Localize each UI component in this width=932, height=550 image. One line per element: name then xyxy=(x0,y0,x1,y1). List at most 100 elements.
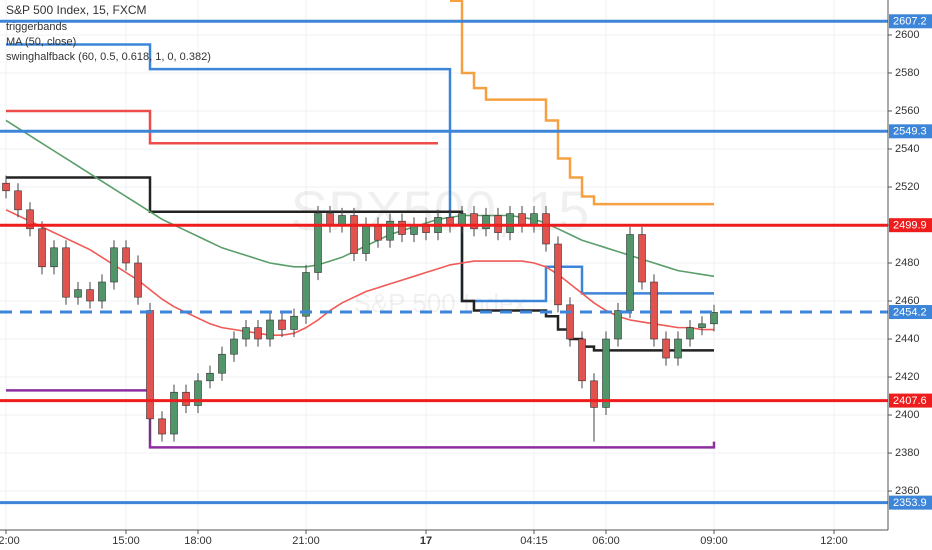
candle-body xyxy=(662,338,670,359)
candle-body xyxy=(242,327,250,340)
x-tick-label: 12:00 xyxy=(0,535,20,547)
candle-body xyxy=(686,327,694,340)
x-tick-label: 18:00 xyxy=(184,535,212,547)
price-label-box xyxy=(889,218,932,233)
candle-body xyxy=(614,310,622,340)
candle-body xyxy=(530,213,538,226)
x-tick-label: 17 xyxy=(420,535,432,547)
axis-labels: 2360238024002420244024602480250025202540… xyxy=(0,14,932,547)
candle-body xyxy=(590,380,598,408)
indicator-line xyxy=(6,43,714,303)
legend-item: MA (50, close) xyxy=(6,36,76,48)
price-label: 2353.9 xyxy=(893,497,927,509)
candle-body xyxy=(2,182,10,192)
candle-body xyxy=(674,338,682,359)
candle-body xyxy=(542,213,550,245)
x-tick-label: 04:15 xyxy=(520,535,548,547)
price-label-box xyxy=(889,14,932,29)
candle-body xyxy=(710,312,718,325)
y-tick-label: 2420 xyxy=(895,371,919,383)
candle-body xyxy=(170,391,178,435)
candle-body xyxy=(74,289,82,298)
y-tick-label: 2580 xyxy=(895,67,919,79)
candle-body xyxy=(290,315,298,330)
x-tick-label: 21:00 xyxy=(292,535,320,547)
indicator-line xyxy=(6,109,438,145)
price-label-box xyxy=(889,393,932,408)
candle-body xyxy=(122,247,130,264)
candle-body xyxy=(194,380,202,406)
candle-body xyxy=(578,338,586,382)
candle-body xyxy=(518,213,526,226)
candle-body xyxy=(38,228,46,268)
plot xyxy=(0,0,888,505)
candle-body xyxy=(650,281,658,340)
candle-body xyxy=(554,243,562,306)
price-label: 2454.2 xyxy=(893,306,927,318)
legend-item: triggerbands xyxy=(6,21,68,33)
price-label: 2549.3 xyxy=(893,126,927,138)
candle-body xyxy=(98,281,106,302)
candle-body xyxy=(326,213,334,226)
candle-body xyxy=(350,215,358,254)
candle-body xyxy=(398,220,406,235)
candle-body xyxy=(458,213,466,226)
candle-body xyxy=(146,310,154,420)
candle-body xyxy=(86,289,94,302)
legend-item: swinghalfback (60, 0.5, 0.618, 1, 0, 0.3… xyxy=(6,51,211,63)
x-tick-label: 06:00 xyxy=(592,535,620,547)
x-tick-label: 12:00 xyxy=(820,535,848,547)
price-label: 2407.6 xyxy=(893,395,927,407)
y-tick-label: 2360 xyxy=(895,485,919,497)
candle-body xyxy=(254,327,262,340)
candle-body xyxy=(134,262,142,298)
y-tick-label: 2480 xyxy=(895,257,919,269)
x-tick-label: 15:00 xyxy=(112,535,140,547)
candle-body xyxy=(698,323,706,328)
candle-body xyxy=(566,304,574,340)
indicator-line xyxy=(5,209,714,337)
price-label-box xyxy=(889,124,932,139)
price-label: 2499.9 xyxy=(893,220,927,232)
candle-body xyxy=(602,338,610,408)
y-tick-label: 2560 xyxy=(895,105,919,117)
candle-body xyxy=(362,224,370,254)
candle-body xyxy=(638,234,646,283)
indicator-line xyxy=(5,119,715,278)
candle-body xyxy=(218,353,226,374)
candle-body xyxy=(374,224,382,241)
price-label-box xyxy=(889,305,932,320)
candle-body xyxy=(62,247,70,298)
candle-body xyxy=(482,215,490,230)
indicator-line xyxy=(6,176,714,352)
candle-body xyxy=(50,247,58,268)
y-tick-label: 2540 xyxy=(895,143,919,155)
x-tick-label: 09:00 xyxy=(700,535,728,547)
candle-body xyxy=(26,209,34,230)
y-tick-label: 2520 xyxy=(895,181,919,193)
candle-body xyxy=(230,338,238,355)
y-tick-label: 2440 xyxy=(895,333,919,345)
candle-body xyxy=(266,319,274,340)
candle-body xyxy=(278,319,286,330)
candle-body xyxy=(14,190,22,211)
y-tick-label: 2380 xyxy=(895,447,919,459)
y-tick-label: 2600 xyxy=(895,29,919,41)
candle-body xyxy=(158,418,166,435)
chart-title: S&P 500 Index, 15, FXCM xyxy=(6,3,147,17)
y-tick-label: 2460 xyxy=(895,295,919,307)
candle-body xyxy=(506,213,514,233)
candle-body xyxy=(626,234,634,311)
candle-body xyxy=(110,247,118,283)
candle-body xyxy=(314,213,322,273)
candle-body xyxy=(182,391,190,406)
y-tick-label: 2400 xyxy=(895,409,919,421)
indicator-line xyxy=(450,0,714,206)
candle-body xyxy=(302,272,310,317)
candle-body xyxy=(338,215,346,226)
candle-body xyxy=(206,372,214,382)
price-label: 2607.2 xyxy=(893,16,927,28)
price-label-box xyxy=(889,495,932,510)
indicator-line xyxy=(6,389,716,449)
